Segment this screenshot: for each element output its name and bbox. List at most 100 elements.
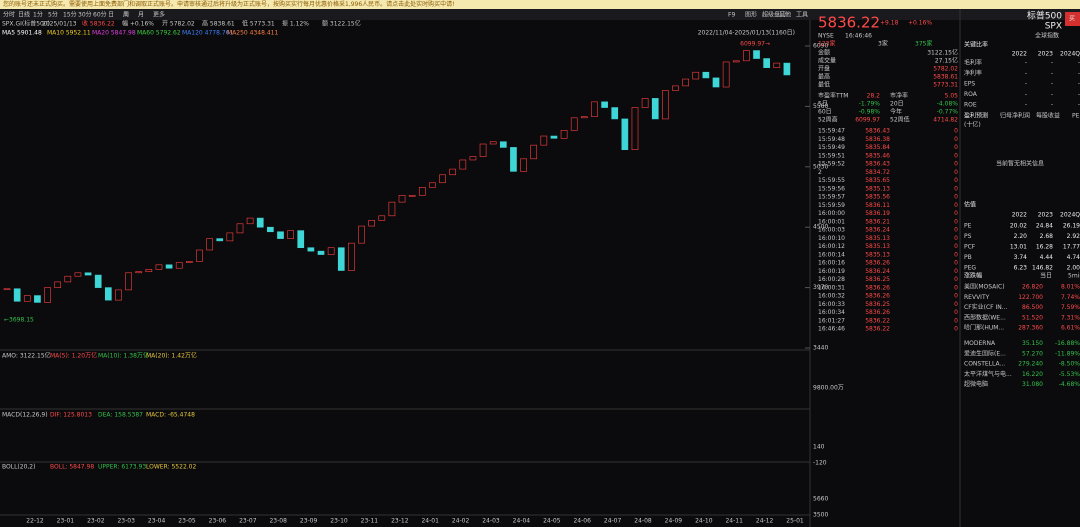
- tab[interactable]: PE: [1072, 113, 1080, 120]
- candle: [570, 117, 578, 131]
- tab[interactable]: 盈利预测: [964, 112, 988, 120]
- ratio-cell: -: [1051, 70, 1053, 77]
- panel-tick: -120: [813, 460, 827, 467]
- range-label: 2022/11/04-2025/01/13(1160日): [698, 30, 795, 37]
- tape-volume: 0: [954, 326, 958, 333]
- pair: 6099.97: [855, 117, 880, 124]
- mover: MODERNA: [964, 340, 996, 347]
- tape-time: 15:59:51: [818, 152, 845, 159]
- candle: [34, 295, 41, 303]
- ratio-cell: 毛利率: [964, 59, 982, 67]
- val-cell: 146.82: [1032, 265, 1053, 272]
- ratio-cell: -: [1025, 102, 1027, 109]
- tape-price: 5834.72: [865, 169, 890, 176]
- candle: [368, 220, 375, 227]
- candle: [520, 158, 527, 172]
- candle: [398, 194, 406, 203]
- panel-label: UPPER: 6173.93: [98, 464, 146, 471]
- tape-volume: 0: [954, 235, 958, 242]
- candle: [408, 194, 416, 197]
- panel-label: MA(20): 1.42万亿: [146, 352, 197, 360]
- tab[interactable]: 分时: [3, 11, 15, 19]
- candle: [317, 250, 325, 255]
- tab[interactable]: 15分: [63, 11, 77, 19]
- menu[interactable]: 工具: [796, 12, 808, 19]
- x-tick-label: 24-04: [513, 518, 531, 525]
- tape-volume: 0: [954, 243, 958, 250]
- pair: 60日: [818, 109, 832, 116]
- sub: 全球指数: [1035, 32, 1059, 40]
- candle: [591, 101, 598, 117]
- ratio-cell: -: [1051, 81, 1053, 88]
- candle: [621, 118, 629, 151]
- info-field: 高 5838.61: [202, 20, 235, 28]
- pair: 52周低: [890, 116, 910, 124]
- tab[interactable]: 月: [138, 12, 144, 19]
- val-cell: PCF: [964, 244, 976, 251]
- tape-price: 5836.26: [865, 284, 890, 291]
- ma-label: MA60 5792.62: [137, 30, 181, 37]
- val-cell: 2.68: [1040, 233, 1054, 240]
- candle: [84, 272, 92, 276]
- tab[interactable]: 每股收益: [1036, 112, 1060, 120]
- tape-price: 5836.38: [865, 136, 890, 143]
- tape-time: 15:59:48: [818, 136, 845, 143]
- menu[interactable]: 其他: [779, 11, 791, 19]
- mover: 超微电脑: [964, 380, 988, 388]
- change: +9.18: [880, 20, 899, 27]
- candle: [216, 238, 224, 242]
- ratio-cell: -: [1025, 60, 1027, 67]
- info-field: 额 3122.15亿: [322, 20, 361, 28]
- candle: [418, 187, 426, 196]
- val-cell: 2.00: [1067, 265, 1080, 272]
- x-tick-label: 23-01: [57, 518, 75, 525]
- buy-label[interactable]: 买: [1069, 15, 1075, 23]
- tab[interactable]: 5分: [48, 11, 58, 19]
- notice-bar: [0, 0, 1080, 9]
- ratio-cell: -: [1078, 102, 1080, 109]
- year: 2022: [1012, 212, 1027, 219]
- candle: [175, 262, 183, 269]
- tab[interactable]: 更多: [153, 11, 165, 19]
- menu[interactable]: 超级盘口: [762, 11, 786, 19]
- pair: -1.79%: [859, 101, 881, 108]
- buy-button[interactable]: [1065, 12, 1080, 26]
- mover: 51.520: [1022, 314, 1043, 321]
- time: 16:46:46: [845, 33, 872, 40]
- tab[interactable]: 60分: [93, 11, 107, 19]
- tab[interactable]: 当日: [1040, 272, 1052, 280]
- tab[interactable]: 日线: [18, 11, 30, 19]
- mover: 爱迪生国际(E...: [964, 349, 1006, 357]
- mover: -8.50%: [1059, 361, 1080, 368]
- info-field: 2025/01/13: [42, 21, 77, 28]
- field-label: 金额: [818, 49, 830, 57]
- tab[interactable]: 5min: [1068, 273, 1080, 280]
- tape-volume: 0: [954, 210, 958, 217]
- candle: [226, 232, 234, 242]
- candle: [165, 264, 173, 269]
- tab[interactable]: 周: [123, 12, 129, 19]
- tab[interactable]: 30分: [78, 11, 92, 19]
- tape-price: 5836.11: [865, 202, 890, 209]
- mover: 279.240: [1018, 361, 1043, 368]
- panel-label: MACD: -65.4748: [146, 412, 195, 419]
- year: 2024Q: [1060, 212, 1080, 219]
- candle: [267, 226, 274, 233]
- panel-label: DEA: 158.5387: [98, 412, 143, 419]
- tape-volume: 0: [954, 284, 958, 291]
- tab[interactable]: 日: [108, 12, 114, 19]
- val-cell: 13.01: [1010, 244, 1027, 251]
- tape-price: 5836.19: [865, 210, 890, 217]
- candle: [763, 58, 770, 68]
- tape-volume: 0: [954, 309, 958, 316]
- pair: 52周高: [818, 116, 838, 124]
- mover: 35.150: [1022, 340, 1043, 347]
- candle: [388, 201, 396, 217]
- low-label: ←3698.15: [4, 317, 34, 324]
- tab[interactable]: 归母净利润: [1000, 112, 1030, 120]
- tab[interactable]: 1分: [33, 11, 43, 19]
- menu[interactable]: F9: [728, 12, 735, 19]
- candle: [550, 135, 558, 139]
- menu[interactable]: 图形: [745, 11, 757, 19]
- tape-time: 16:46:46: [818, 326, 845, 333]
